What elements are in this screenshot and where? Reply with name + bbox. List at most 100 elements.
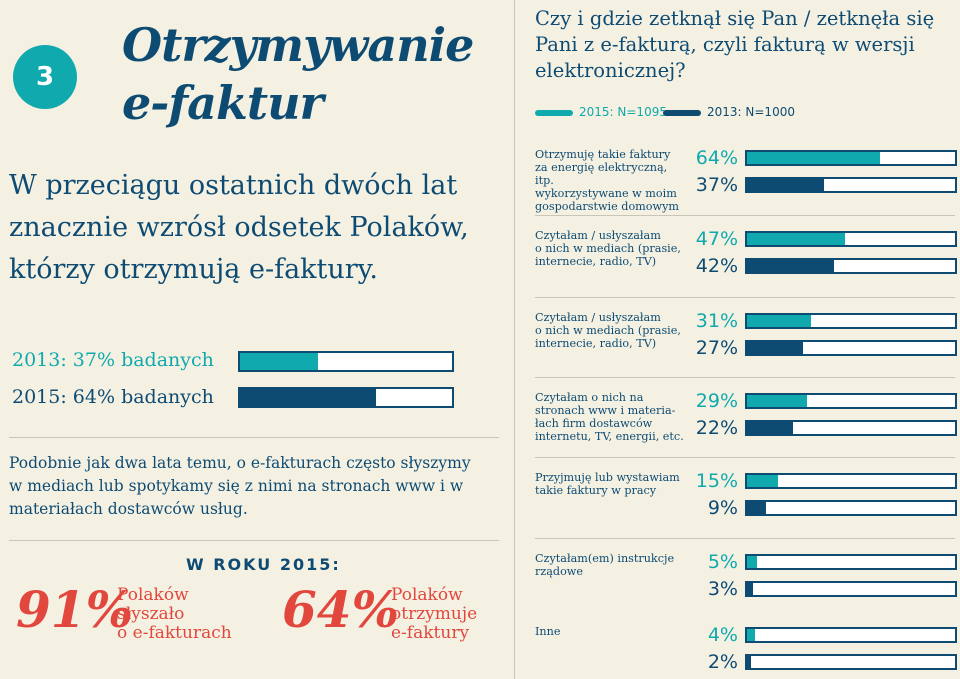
bar-track [745, 554, 957, 570]
value-label: 64% [695, 147, 738, 169]
category-label: Przyjmuję lub wystawiam takie faktury w p… [535, 471, 685, 497]
bar [747, 629, 756, 641]
bar [747, 502, 766, 514]
stat-heard-desc-2: słyszało [117, 604, 185, 624]
page-title: Otrzymywanie e-faktur [122, 16, 474, 132]
title-line-1: Otrzymywanie [122, 18, 474, 72]
category-label-line: Czytałam / usłyszałam [535, 229, 661, 242]
section-number-badge: 3 [13, 45, 77, 109]
category-label: Czytałam o nich na stronach www i materia… [535, 391, 685, 443]
value-label: 9% [707, 497, 738, 519]
category-label-line: Czytałam o nich na [535, 391, 644, 404]
category-label: Czytałam / usłyszałam o nich w mediach (p… [535, 229, 685, 268]
category-label-line: za energię elektryczną, itp. [535, 161, 668, 187]
media-paragraph: Podobnie jak dwa lata temu, o e-fakturac… [9, 454, 471, 518]
category-label-line: internetu, TV, energii, etc. [535, 430, 684, 443]
bar-track [745, 150, 957, 166]
value-label: 27% [695, 337, 738, 359]
bar-track [745, 627, 957, 643]
bar-track [745, 231, 957, 247]
value-label: 47% [695, 228, 738, 250]
column-divider [514, 0, 515, 679]
category-label-line: Otrzymuję takie faktury [535, 148, 671, 161]
bar-track [745, 393, 957, 409]
summary-bar-2015 [238, 387, 454, 408]
category-label: Czytałam / usłyszałam o nich w mediach (p… [535, 311, 685, 350]
bar [747, 395, 808, 407]
category-label-line: stronach www i materia- [535, 404, 676, 417]
bar [747, 342, 804, 354]
title-line-2: e-faktur [122, 76, 324, 130]
bar-track [745, 581, 957, 597]
row-divider [535, 538, 955, 539]
category-label: Inne [535, 625, 685, 638]
category-label-line: internecie, radio, TV) [535, 337, 657, 350]
category-label-line: Czytałam / usłyszałam [535, 311, 661, 324]
bar-track [745, 258, 957, 274]
value-label: 4% [707, 624, 738, 646]
bar-track [745, 473, 957, 489]
bar [747, 656, 752, 668]
category-label-line: Przyjmuję lub wystawiam [535, 471, 680, 484]
bar-track [745, 340, 957, 356]
category-label: Otrzymuję takie faktury za energię elektr… [535, 148, 685, 213]
summary-bar-2013 [238, 351, 454, 372]
value-label: 15% [695, 470, 738, 492]
category-label-line: rządowe [535, 565, 584, 578]
value-label: 22% [695, 417, 738, 439]
stat-heard-desc: Polaków słyszało o e-fakturach [117, 586, 232, 643]
value-label: 5% [707, 551, 738, 573]
value-label: 29% [695, 390, 738, 412]
category-label-line: wykorzystywane w moim [535, 187, 677, 200]
bar [747, 315, 812, 327]
legend-swatch-2013 [663, 110, 701, 116]
category-label-line: gospodarstwie domowym [535, 200, 680, 213]
row-divider [535, 377, 955, 378]
bar [747, 556, 758, 568]
row-divider [535, 297, 955, 298]
category-label-line: o nich w mediach (prasie, [535, 242, 681, 255]
bar [747, 260, 835, 272]
stat-heard-desc-1: Polaków [117, 585, 189, 605]
chart-title: Czy i gdzie zetknął się Pan / zetknęła s… [535, 7, 935, 82]
bar [747, 179, 824, 191]
legend-swatch-2015 [535, 110, 573, 116]
bar-track [745, 313, 957, 329]
bar [747, 422, 793, 434]
bar [747, 475, 779, 487]
divider [9, 540, 499, 541]
lead-text: W przeciągu ostatnich dwóch lat znacznie… [9, 170, 469, 285]
legend-label-2015: 2015: N=1095 [579, 105, 667, 119]
category-label: Czytałam(em) instrukcje rządowe [535, 552, 685, 578]
stat-heard-desc-3: o e-fakturach [117, 623, 232, 643]
bar [747, 152, 881, 164]
summary-label-2015: 2015: 64% badanych [12, 386, 214, 408]
value-label: 3% [707, 578, 738, 600]
stat-receive-desc: Polaków otrzymuje e-faktury [391, 586, 477, 643]
stat-heard-value: 91% [16, 580, 134, 639]
value-label: 2% [707, 651, 738, 673]
bar [747, 233, 845, 245]
value-label: 31% [695, 310, 738, 332]
category-label-line: Czytałam(em) instrukcje [535, 552, 675, 565]
category-label-line: internecie, radio, TV) [535, 255, 657, 268]
stat-receive-desc-1: Polaków [391, 585, 463, 605]
row-divider [535, 457, 955, 458]
value-label: 42% [695, 255, 738, 277]
stat-receive-desc-2: otrzymuje [391, 604, 478, 624]
legend-label-2013: 2013: N=1000 [707, 105, 795, 119]
row-divider [535, 215, 955, 216]
divider [9, 437, 499, 438]
category-label-line: takie faktury w pracy [535, 484, 657, 497]
bar-track [745, 177, 957, 193]
year-heading: W ROKU 2015: [186, 555, 341, 574]
value-label: 37% [695, 174, 738, 196]
category-label-line: Inne [535, 625, 561, 638]
stat-receive-value: 64% [282, 580, 400, 639]
stat-receive-desc-3: e-faktury [391, 623, 470, 643]
bar-track [745, 500, 957, 516]
category-label-line: łach firm dostawców [535, 417, 653, 430]
bar-track [745, 420, 957, 436]
bar [747, 583, 754, 595]
